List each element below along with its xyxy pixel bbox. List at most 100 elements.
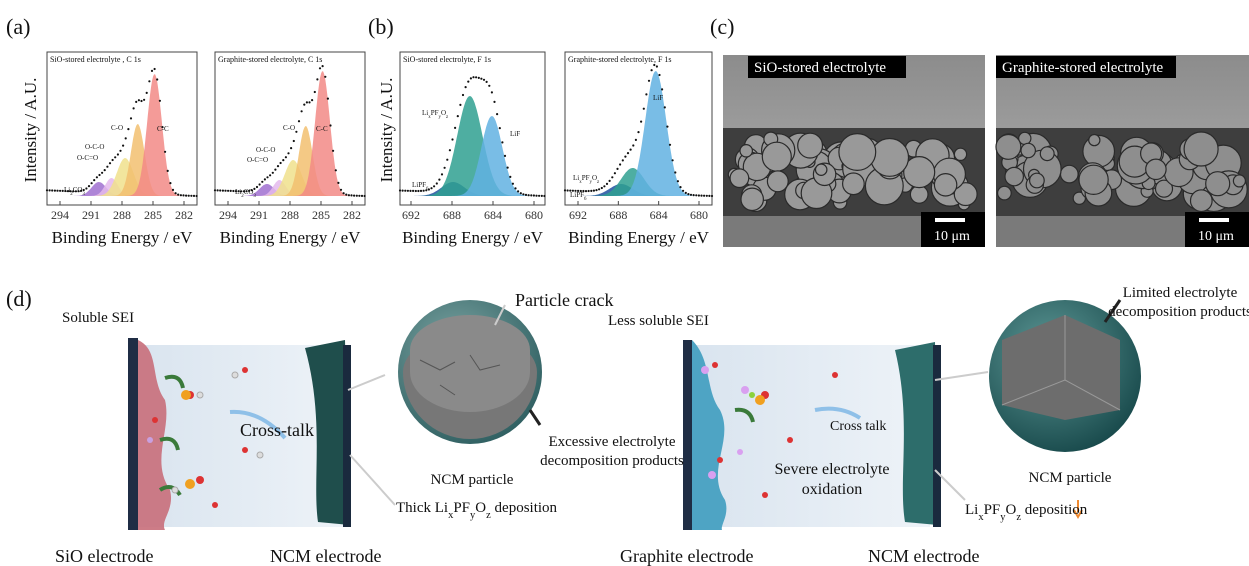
text-part: Li bbox=[64, 186, 70, 194]
raw-point bbox=[337, 181, 340, 184]
label: NCM electrode bbox=[868, 546, 979, 566]
subscript: x bbox=[448, 510, 454, 521]
raw-point bbox=[329, 124, 332, 127]
sem-particle bbox=[1154, 179, 1174, 198]
raw-point bbox=[661, 88, 664, 91]
raw-point bbox=[461, 93, 465, 97]
sem-particle bbox=[740, 187, 764, 212]
raw-point bbox=[271, 171, 274, 174]
subscript: y bbox=[438, 115, 441, 120]
spectrum-plot: Graphite-stored electrolyte, C 1s 294 291 2… bbox=[213, 51, 366, 247]
text-part: PF bbox=[453, 500, 470, 516]
x-tick-label: 692 bbox=[569, 208, 587, 222]
raw-point bbox=[185, 194, 188, 197]
raw-point bbox=[221, 189, 224, 192]
sem-particle bbox=[995, 133, 1022, 160]
scale-label: 10 μm bbox=[1198, 229, 1234, 244]
panel-label: (d) bbox=[6, 286, 32, 311]
raw-point bbox=[153, 67, 156, 71]
raw-point bbox=[324, 75, 327, 78]
raw-point bbox=[511, 182, 514, 185]
raw-point bbox=[216, 189, 219, 192]
subscript: z bbox=[446, 115, 449, 120]
raw-point bbox=[103, 169, 106, 172]
raw-point bbox=[519, 192, 522, 195]
raw-point bbox=[279, 161, 282, 165]
raw-point bbox=[503, 154, 507, 157]
text-part: LiPF bbox=[412, 181, 426, 189]
raw-point bbox=[166, 169, 169, 172]
x-tick-label: 688 bbox=[443, 208, 461, 222]
raw-point bbox=[353, 194, 356, 197]
raw-point bbox=[56, 189, 59, 192]
raw-point bbox=[229, 189, 232, 192]
panel-label: (a) bbox=[6, 14, 30, 39]
sem-particle bbox=[1028, 172, 1045, 189]
panel-label: (c) bbox=[710, 14, 734, 39]
raw-point bbox=[658, 73, 661, 77]
spectrum-plot: SiO-stored electrolyte , C 1s 294 291 288 28… bbox=[45, 51, 198, 247]
raw-point bbox=[653, 63, 656, 67]
raw-point bbox=[477, 76, 480, 79]
peak-label: C-O bbox=[283, 124, 295, 132]
text-part: O bbox=[592, 174, 597, 182]
raw-point bbox=[234, 190, 238, 193]
raw-point bbox=[700, 194, 703, 197]
subscript: 6 bbox=[426, 187, 429, 192]
raw-point bbox=[532, 194, 536, 197]
x-tick-label: 684 bbox=[484, 208, 502, 222]
sem-particle bbox=[842, 172, 865, 196]
peak-fit bbox=[215, 71, 365, 196]
raw-point bbox=[705, 194, 708, 197]
raw-point bbox=[640, 120, 643, 123]
panel-label: (b) bbox=[368, 14, 394, 39]
peak-label: O-C=O bbox=[77, 154, 98, 162]
peak-label: O-C=O bbox=[247, 156, 268, 164]
raw-point bbox=[61, 189, 64, 192]
raw-point bbox=[74, 190, 77, 193]
peak-fit bbox=[47, 158, 197, 196]
raw-point bbox=[574, 189, 577, 192]
raw-point bbox=[538, 194, 541, 197]
raw-point bbox=[456, 115, 459, 118]
raw-point bbox=[404, 189, 407, 192]
raw-point bbox=[454, 126, 457, 129]
raw-point bbox=[253, 187, 256, 190]
raw-point bbox=[135, 100, 138, 103]
raw-point bbox=[318, 67, 322, 70]
raw-point bbox=[108, 162, 112, 165]
x-tick-label: 282 bbox=[175, 208, 193, 222]
raw-point bbox=[187, 194, 190, 197]
raw-point bbox=[276, 165, 280, 168]
peak-label: C-C bbox=[316, 125, 328, 133]
sem-label-box bbox=[748, 56, 906, 78]
raw-point bbox=[540, 194, 543, 197]
raw-point bbox=[292, 139, 295, 143]
label: Severe electrolyte bbox=[774, 461, 889, 478]
raw-point bbox=[51, 189, 54, 192]
raw-point bbox=[48, 189, 51, 192]
raw-point bbox=[106, 165, 109, 168]
sem-label: Graphite-stored electrolyte bbox=[1002, 60, 1164, 76]
x-tick-label: 285 bbox=[144, 208, 162, 222]
sem-particle bbox=[1183, 131, 1219, 167]
label: Less soluble SEI bbox=[608, 313, 709, 329]
raw-point bbox=[645, 93, 648, 96]
peak-fit bbox=[400, 116, 545, 196]
label: SiO electrode bbox=[55, 546, 153, 566]
subscript: x bbox=[579, 180, 582, 185]
raw-point bbox=[619, 163, 622, 166]
raw-point bbox=[577, 189, 580, 192]
raw-point bbox=[182, 194, 185, 197]
raw-point bbox=[355, 194, 358, 197]
raw-point bbox=[132, 107, 135, 110]
raw-point bbox=[77, 190, 80, 193]
plot-title: Graphite-stored electrolyte, F 1s bbox=[568, 55, 672, 64]
sem-particle bbox=[933, 173, 958, 197]
raw-point bbox=[524, 193, 528, 196]
raw-point bbox=[82, 188, 85, 192]
raw-point bbox=[435, 182, 438, 185]
text-part: Li bbox=[235, 188, 241, 196]
raw-point bbox=[290, 147, 293, 150]
raw-point bbox=[440, 173, 444, 176]
